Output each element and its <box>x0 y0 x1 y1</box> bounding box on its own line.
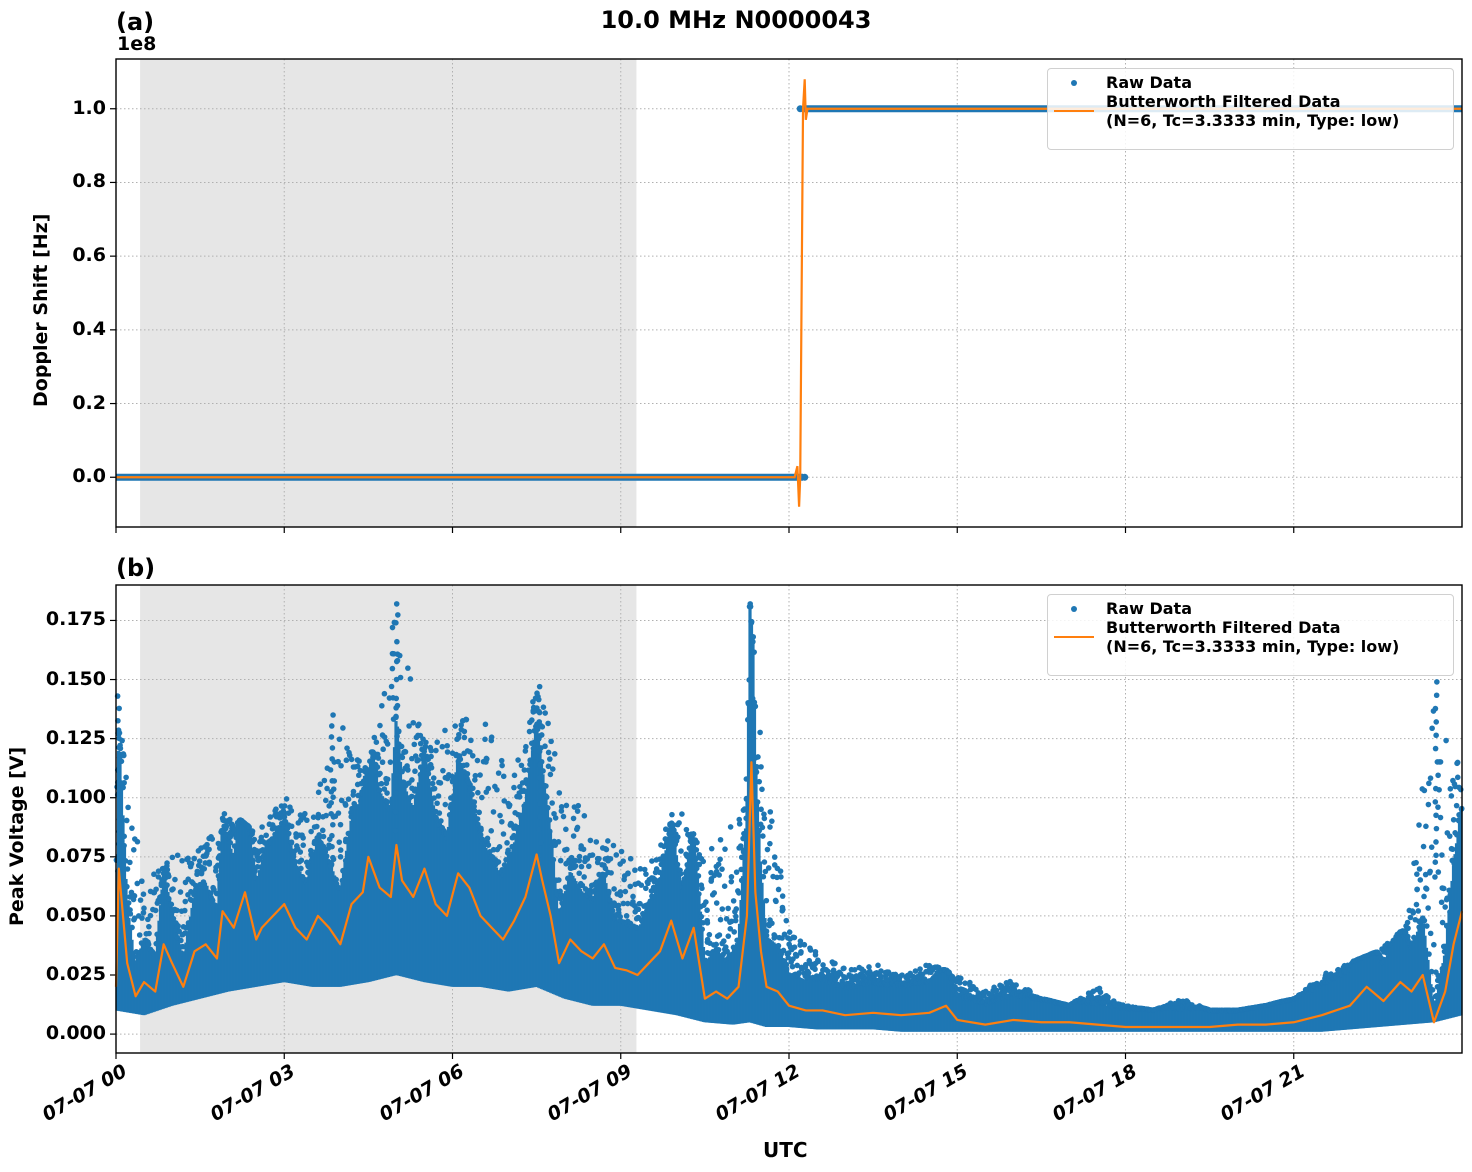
panel-a-offset-text: 1e8 <box>117 33 157 55</box>
panel-a-ytick: 0.8 <box>72 170 106 193</box>
panel-b-ytick: 0.175 <box>45 608 106 631</box>
panel-a-ytick: 0.6 <box>72 244 106 267</box>
panel-b-ytick: 0.025 <box>45 963 106 985</box>
panel-b-label: (b) <box>116 554 156 582</box>
panel-b-ytick: 0.150 <box>45 667 106 690</box>
panel-b-ytick: 0.050 <box>45 903 106 926</box>
panel-b-legend: Raw Data Butterworth Filtered Data (N=6,… <box>1047 594 1454 676</box>
raw-data-marker-icon <box>1048 73 1096 92</box>
panel-a-ytick: 0.0 <box>72 465 106 488</box>
x-axis-label: UTC <box>763 1138 808 1162</box>
figure-title: 10.0 MHz N0000043 <box>600 6 872 34</box>
panel-a-ytick: 0.2 <box>72 391 106 414</box>
legend-raw-label: Raw Data <box>1106 599 1192 618</box>
panel-a-ytick: 0.4 <box>72 317 106 340</box>
panel-b-ytick: 0.075 <box>45 844 106 867</box>
panel-b-ytick: 0.000 <box>45 1022 106 1045</box>
panel-b-ytick: 0.100 <box>45 785 106 808</box>
filtered-line-icon <box>1048 618 1096 656</box>
raw-data-marker-icon <box>1048 599 1096 618</box>
panel-a-legend: Raw Data Butterworth Filtered Data (N=6,… <box>1047 68 1454 150</box>
panel-b-ytick: 0.125 <box>45 726 106 749</box>
legend-filtered-label-1: Butterworth Filtered Data <box>1106 618 1341 637</box>
panel-a-label: (a) <box>116 8 155 36</box>
legend-filtered-label-2: (N=6, Tc=3.3333 min, Type: low) <box>1106 111 1400 130</box>
legend-raw-label: Raw Data <box>1106 73 1192 92</box>
filtered-line-icon <box>1048 92 1096 130</box>
panel-a-ytick: 1.0 <box>72 96 106 119</box>
legend-filtered-label-1: Butterworth Filtered Data <box>1106 92 1341 111</box>
legend-filtered-label-2: (N=6, Tc=3.3333 min, Type: low) <box>1106 637 1400 656</box>
